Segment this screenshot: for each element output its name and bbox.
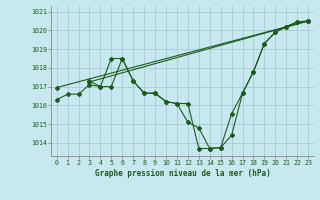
X-axis label: Graphe pression niveau de la mer (hPa): Graphe pression niveau de la mer (hPa) <box>94 169 270 178</box>
